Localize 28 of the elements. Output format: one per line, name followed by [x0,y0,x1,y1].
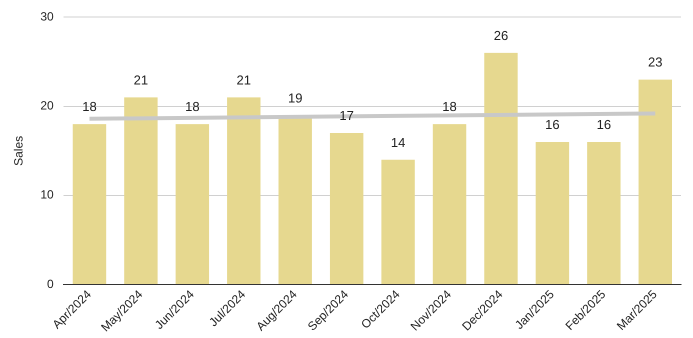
data-label: 23 [648,54,663,70]
y-tick-label: 0 [47,276,54,291]
data-label: 18 [442,99,457,114]
data-label: 19 [288,90,302,106]
data-label: 21 [236,72,252,88]
data-label: 21 [134,72,148,88]
data-label: 18 [82,99,97,114]
data-label: 18 [185,99,200,114]
bar [432,124,466,284]
bar [176,124,210,284]
data-label: 16 [596,117,612,132]
data-label: 17 [339,108,354,124]
bar [587,142,621,284]
y-axis-title: Sales [12,136,26,166]
bar [124,97,158,284]
data-label: 14 [390,134,406,150]
bar [638,80,672,284]
y-tick-label: 20 [40,98,54,113]
bar [227,97,260,284]
bar [484,52,518,284]
data-label: 26 [494,28,508,43]
bar [536,142,570,284]
data-label: 16 [545,117,560,132]
y-tick-label: 30 [40,10,54,24]
bar [330,133,364,284]
bar [72,124,106,284]
y-tick-label: 10 [40,188,54,202]
bar [381,160,415,284]
